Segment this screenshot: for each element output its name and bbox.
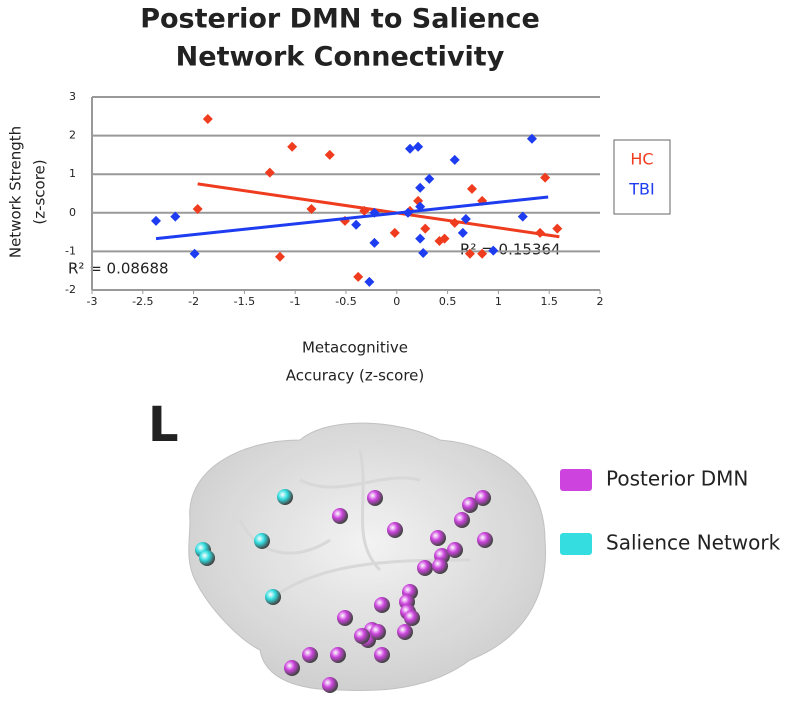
legend-label: Salience Network <box>606 531 781 555</box>
x-tick-label: 1.5 <box>540 295 558 308</box>
x-tick-label: -3 <box>87 295 98 308</box>
node-sphere <box>462 497 478 513</box>
x-label: Accuracy (z-score) <box>286 367 425 385</box>
node-sphere <box>374 597 390 613</box>
point <box>439 233 450 244</box>
point <box>418 247 429 258</box>
point <box>369 237 380 248</box>
y-tick-label: -2 <box>65 283 76 296</box>
point <box>466 183 477 194</box>
legend-swatch <box>560 469 592 491</box>
node-sphere <box>417 560 433 576</box>
node-sphere <box>387 522 403 538</box>
x-tick-label: 1 <box>495 295 502 308</box>
node-sphere <box>277 489 293 505</box>
x-tick-label: -2 <box>188 295 199 308</box>
point <box>415 182 426 193</box>
legend-label: HC <box>630 150 653 169</box>
node-sphere <box>322 677 338 693</box>
trend-line <box>197 182 560 239</box>
node-sphere <box>199 550 215 566</box>
x-tick-label: 2 <box>597 295 604 308</box>
point <box>192 203 203 214</box>
point <box>552 223 563 234</box>
y-tick-label: 0 <box>69 206 76 219</box>
title-line: Posterior DMN to Salience <box>140 4 540 35</box>
node-sphere <box>477 532 493 548</box>
node-sphere <box>330 647 346 663</box>
point <box>405 143 416 154</box>
x-tick-label: -1 <box>290 295 301 308</box>
legend-swatch <box>560 533 592 555</box>
legend-label: TBI <box>628 180 654 199</box>
node-sphere <box>397 624 413 640</box>
x-label: Metacognitive <box>302 339 408 357</box>
y-label: Network Strength <box>7 126 25 258</box>
point <box>306 203 317 214</box>
point <box>151 215 162 226</box>
point <box>264 167 275 178</box>
node-sphere <box>332 508 348 524</box>
node-sphere <box>374 647 390 663</box>
point <box>477 248 488 259</box>
trend-line <box>155 195 549 241</box>
point <box>449 154 460 165</box>
node-sphere <box>367 490 383 506</box>
point <box>353 271 364 282</box>
x-tick-label: -1.5 <box>234 295 255 308</box>
point <box>324 149 335 160</box>
point <box>351 219 362 230</box>
point <box>464 248 475 259</box>
legend-label: Posterior DMN <box>606 467 748 491</box>
x-tick-label: 0.5 <box>439 295 457 308</box>
node-sphere <box>475 490 491 506</box>
point <box>526 133 537 144</box>
brain-outline <box>188 422 547 692</box>
brain-sulci <box>238 449 471 602</box>
node-sphere <box>337 610 353 626</box>
node-sphere <box>284 660 300 676</box>
point <box>364 276 375 287</box>
point <box>170 211 181 222</box>
y-tick-label: 3 <box>69 90 76 103</box>
node-sphere <box>302 647 318 663</box>
node-sphere <box>265 589 281 605</box>
point <box>488 245 499 256</box>
node-sphere <box>447 542 463 558</box>
point <box>189 248 200 259</box>
y-tick-label: -1 <box>65 244 76 257</box>
point <box>274 251 285 262</box>
x-tick-label: 0 <box>393 295 400 308</box>
node-sphere <box>430 530 446 546</box>
point <box>457 227 468 238</box>
point <box>424 173 435 184</box>
annotation: R² = 0.08688 <box>68 260 169 278</box>
node-sphere <box>404 610 420 626</box>
point <box>389 227 400 238</box>
point <box>415 233 426 244</box>
point <box>420 223 431 234</box>
point <box>202 114 213 125</box>
point <box>460 213 471 224</box>
x-tick-label: -2.5 <box>132 295 153 308</box>
y-tick-label: 2 <box>69 129 76 142</box>
point <box>517 211 528 222</box>
legend-box <box>613 139 671 215</box>
node-sphere <box>354 628 370 644</box>
node-sphere <box>432 558 448 574</box>
node-sphere <box>370 624 386 640</box>
point <box>413 141 424 152</box>
point <box>540 172 551 183</box>
x-tick-label: -0.5 <box>335 295 356 308</box>
y-label: (z-score) <box>31 159 49 224</box>
title-line: Network Connectivity <box>176 42 505 73</box>
node-sphere <box>254 533 270 549</box>
node-sphere <box>454 512 470 528</box>
annotation: R² = 0.15364 <box>460 241 561 259</box>
orientation-label: L <box>148 397 179 453</box>
point <box>287 141 298 152</box>
y-tick-label: 1 <box>69 167 76 180</box>
